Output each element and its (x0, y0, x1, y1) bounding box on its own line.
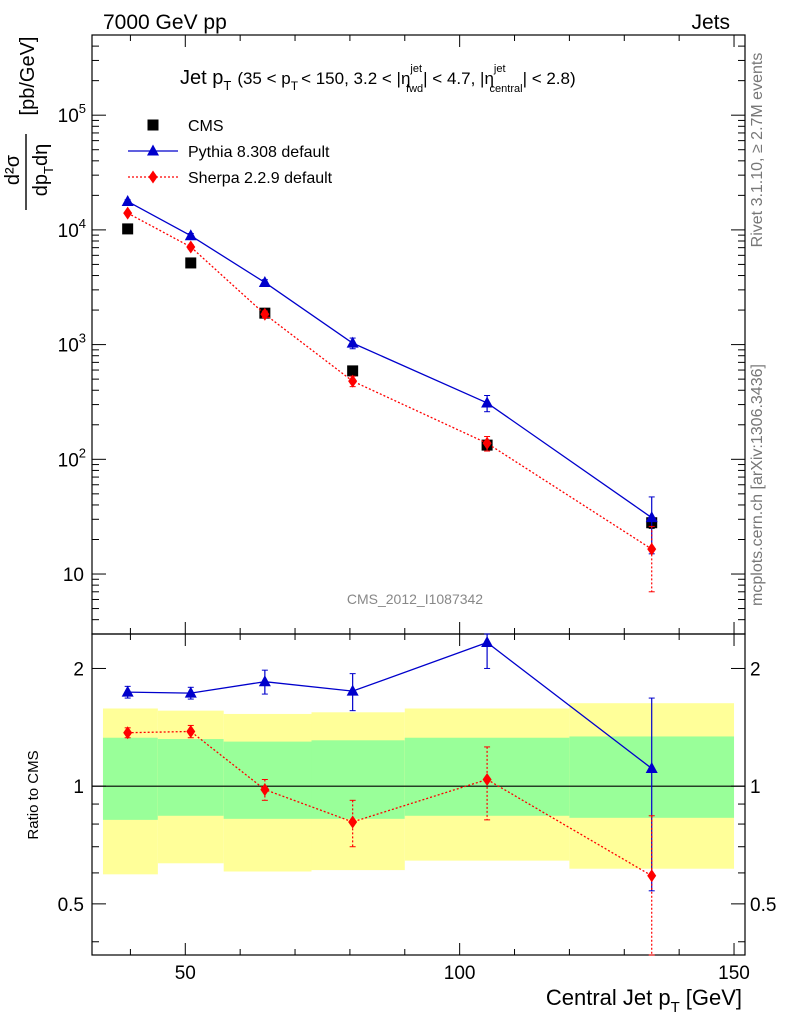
title-range-mid: < 150, 3.2 < |η (301, 69, 410, 88)
data-point (348, 815, 358, 829)
title-main-sub: T (223, 78, 231, 93)
data-point (346, 684, 359, 696)
y-tick-label: 1 (73, 777, 84, 798)
legend-label: Sherpa 2.2.9 default (188, 170, 333, 187)
ratio-series-triangle (121, 633, 658, 892)
y-tick-label: 103 (58, 331, 86, 357)
data-point (121, 685, 134, 697)
legend-marker (147, 144, 159, 156)
data-point (258, 275, 271, 287)
y-tick-label: 2 (73, 659, 84, 680)
data-point (647, 869, 657, 883)
data-point (482, 436, 492, 450)
ylabel-numerator: d²σ (2, 154, 24, 185)
data-point (645, 511, 658, 523)
y-tick-label: 0.5 (58, 895, 84, 916)
title-eta-fwd-sub: fwd (406, 83, 423, 95)
x-axis-label: Central Jet pT [GeV] (546, 985, 742, 1016)
data-point (346, 336, 359, 348)
header-energy-label: 7000 GeV pp (103, 11, 227, 34)
data-point (348, 374, 358, 388)
legend-marker (147, 119, 159, 131)
series-square (122, 223, 658, 529)
analysis-watermark: CMS_2012_I1087342 (347, 591, 483, 607)
legend-entry: CMS (147, 118, 224, 135)
x-tick-label: 150 (718, 963, 750, 984)
title-main: Jet p (180, 67, 223, 89)
data-point (122, 223, 134, 235)
x-tick-label: 50 (175, 963, 196, 984)
plot-title: Jet pT (35 < pT < 150, 3.2 < |ηjet fwd| < 4… (180, 63, 576, 95)
uncertainty-band-green (102, 737, 158, 820)
y-tick-label-right: 0.5 (750, 895, 776, 916)
ratio-y-axis-label: Ratio to CMS (25, 750, 42, 839)
ratio-series-diamond (123, 724, 657, 956)
series-line (127, 641, 653, 769)
ratio-panel-series (121, 633, 658, 956)
data-point (123, 206, 133, 220)
legend-entry: Pythia 8.308 default (128, 144, 330, 161)
ratio-panel: 50 100 150 0.5 0.5 1 1 2 2 (58, 633, 776, 984)
data-point (123, 726, 133, 740)
top-panel-series (121, 194, 658, 593)
data-point (258, 675, 271, 687)
ratio-bands (102, 703, 735, 875)
legend: CMS Pythia 8.308 default Sherpa 2.2.9 defa… (128, 118, 333, 187)
data-point (647, 542, 657, 556)
header-analysis-label: Jets (691, 11, 730, 34)
y-tick-label: 104 (58, 216, 86, 242)
svg-text:dpTdη: dpTdη (30, 144, 56, 196)
legend-entry: Sherpa 2.2.9 default (128, 170, 333, 187)
title-range-close: | < 2.8) (523, 69, 576, 88)
data-point (185, 257, 197, 269)
ylabel-unit: [pb/GeV] (17, 37, 39, 116)
data-point (121, 194, 134, 206)
title-eta-central-sub: central (490, 83, 523, 95)
uncertainty-band-green (223, 741, 312, 819)
legend-marker (148, 170, 158, 184)
data-point (186, 240, 196, 254)
data-point (482, 773, 492, 787)
data-point (260, 783, 270, 797)
ratio-panel-frame (91, 633, 746, 956)
uncertainty-band-green (311, 740, 405, 819)
uncertainty-band-green (157, 739, 224, 816)
ylabel-den: dp (30, 174, 52, 196)
y-tick-label: 105 (58, 101, 86, 127)
side-mcplots-label: mcplots.cern.ch [arXiv:1306.3436] (749, 364, 766, 606)
data-point (260, 307, 270, 321)
y-tick-label: 102 (58, 445, 86, 471)
x-tick-label: 100 (444, 963, 476, 984)
top-panel: 10 102 103 104 105 (58, 34, 746, 635)
data-point (347, 365, 359, 377)
data-point (645, 761, 658, 773)
title-eta-central-sup: jet (493, 63, 506, 75)
ylabel-den-end: dη (30, 144, 52, 166)
series-line (127, 730, 653, 877)
side-rivet-label: Rivet 3.1.10, ≥ 2.7M events (749, 53, 766, 248)
y-tick-label-right: 1 (750, 777, 761, 798)
title-range-sub: T (291, 79, 299, 93)
data-point (184, 686, 197, 698)
svg-text:Jet pT(35 < pT< 150, 3.2 < |ηj: Jet pT (35 < pT < 150, 3.2 < |ηjet fwd| < 4… (180, 63, 576, 95)
y-tick-label-right: 2 (750, 659, 761, 680)
ylabel-den-sub: T (41, 166, 56, 174)
data-point (481, 636, 494, 648)
title-range-open: (35 < p (237, 69, 290, 88)
series-line (127, 200, 653, 519)
series-triangle (121, 194, 658, 555)
title-eta-mid: | < 4.7, |η (423, 69, 494, 88)
series-line (127, 212, 653, 550)
data-point (186, 724, 196, 738)
y-tick-label: 10 (63, 565, 84, 586)
title-eta-fwd-sup: jet (409, 63, 422, 75)
series-diamond (123, 206, 657, 593)
top-y-axis-label: d²σ dpTdη [pb/GeV] (2, 37, 56, 210)
legend-label: CMS (188, 118, 224, 135)
data-point (184, 229, 197, 241)
legend-label: Pythia 8.308 default (188, 144, 330, 161)
data-point (481, 396, 494, 408)
